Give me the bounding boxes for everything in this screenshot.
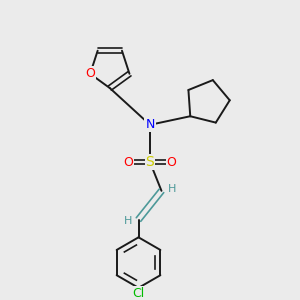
Text: O: O bbox=[167, 156, 176, 169]
Text: Cl: Cl bbox=[132, 286, 145, 299]
Text: N: N bbox=[145, 118, 155, 131]
Text: H: H bbox=[123, 216, 132, 226]
Text: H: H bbox=[168, 184, 177, 194]
Text: O: O bbox=[85, 67, 95, 80]
Text: S: S bbox=[146, 155, 154, 169]
Text: O: O bbox=[124, 156, 134, 169]
